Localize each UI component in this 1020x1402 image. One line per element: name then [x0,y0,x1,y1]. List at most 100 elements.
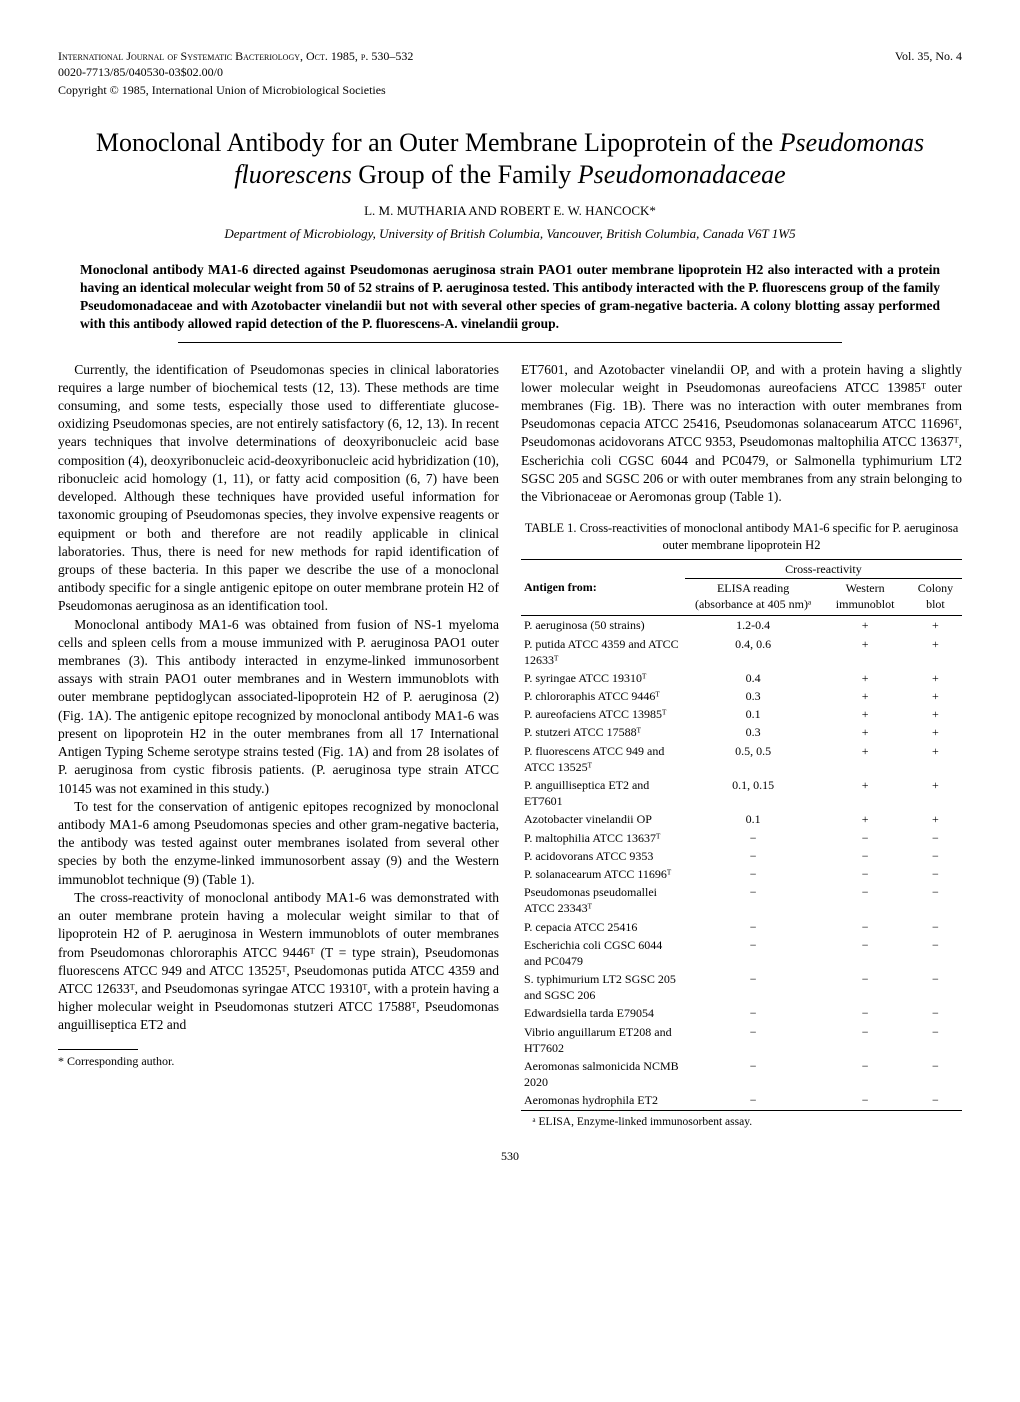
two-column-layout: Currently, the identification of Pseudom… [58,361,962,1131]
body-paragraph: The cross-reactivity of monoclonal antib… [58,889,499,1035]
table-cell-western: − [821,936,908,970]
table-cell-colony: − [909,970,962,1004]
body-paragraph: Monoclonal antibody MA1-6 was obtained f… [58,616,499,798]
table-cell-western: + [821,723,908,741]
journal-name: International Journal of Systematic Bact… [58,49,413,63]
table-cell-colony: + [909,669,962,687]
table-cell-western: − [821,829,908,847]
table-cell-colony: + [909,776,962,810]
page-header: International Journal of Systematic Bact… [58,48,962,80]
table-row: Aeromonas hydrophila ET2−−− [521,1091,962,1110]
table-cell-elisa: 0.3 [685,723,822,741]
table-cell-colony: − [909,829,962,847]
issn-line: 0020-7713/85/040530-03$02.00/0 [58,65,223,79]
table-cell-elisa: 0.1, 0.15 [685,776,822,810]
table-1-caption: TABLE 1. Cross-reactivities of monoclona… [521,520,962,553]
table-cell-colony: − [909,1023,962,1057]
title-prefix: Monoclonal Antibody for an Outer Membran… [96,128,780,157]
table-cell-elisa: − [685,1091,822,1110]
table-1: Antigen from: Cross-reactivity ELISA rea… [521,559,962,1111]
table-cell-western: + [821,669,908,687]
table-row: S. typhimurium LT2 SGSC 205 and SGSC 206… [521,970,962,1004]
table-cell-antigen: Vibrio anguillarum ET208 and HT7602 [521,1023,685,1057]
table-cell-western: + [821,616,908,635]
table-cell-antigen: P. stutzeri ATCC 17588ᵀ [521,723,685,741]
table-cell-colony: + [909,705,962,723]
table-cell-colony: − [909,936,962,970]
table-cell-elisa: 0.3 [685,687,822,705]
table-col-antigen: Antigen from: [521,559,685,616]
journal-line: International Journal of Systematic Bact… [58,48,413,80]
volume-issue: Vol. 35, No. 4 [895,48,962,80]
table-cell-western: − [821,970,908,1004]
table-col-western: Western immunoblot [821,578,908,615]
table-cell-western: + [821,776,908,810]
table-cell-colony: + [909,616,962,635]
table-cell-western: − [821,847,908,865]
footnote-rule [58,1049,138,1050]
table-cell-elisa: 0.4, 0.6 [685,635,822,669]
table-row: P. chlororaphis ATCC 9446ᵀ0.3++ [521,687,962,705]
abstract-rule [178,342,842,343]
table-cell-antigen: P. putida ATCC 4359 and ATCC 12633ᵀ [521,635,685,669]
table-row: P. syringae ATCC 19310ᵀ0.4++ [521,669,962,687]
body-paragraph: To test for the conservation of antigeni… [58,798,499,889]
table-cell-colony: + [909,635,962,669]
table-cell-western: − [821,1091,908,1110]
table-cell-antigen: P. syringae ATCC 19310ᵀ [521,669,685,687]
table-cell-western: + [821,705,908,723]
table-cell-colony: − [909,865,962,883]
table-row: P. anguilliseptica ET2 and ET76010.1, 0.… [521,776,962,810]
table-cell-elisa: 0.1 [685,705,822,723]
table-cell-antigen: Azotobacter vinelandii OP [521,810,685,828]
table-cell-antigen: Aeromonas hydrophila ET2 [521,1091,685,1110]
table-cell-antigen: P. aureofaciens ATCC 13985ᵀ [521,705,685,723]
table-cell-colony: + [909,723,962,741]
table-cell-western: + [821,635,908,669]
table-cell-antigen: P. anguilliseptica ET2 and ET7601 [521,776,685,810]
table-row: P. aureofaciens ATCC 13985ᵀ0.1++ [521,705,962,723]
table-cell-elisa: − [685,865,822,883]
table-cell-elisa: − [685,1023,822,1057]
table-cell-antigen: Pseudomonas pseudomallei ATCC 23343ᵀ [521,883,685,917]
abstract: Monoclonal antibody MA1-6 directed again… [80,261,940,334]
table-cell-western: − [821,1023,908,1057]
table-col-colony: Colony blot [909,578,962,615]
table-row: Vibrio anguillarum ET208 and HT7602−−− [521,1023,962,1057]
left-column: Currently, the identification of Pseudom… [58,361,499,1131]
table-cell-western: − [821,1057,908,1091]
table-cell-antigen: Escherichia coli CGSC 6044 and PC0479 [521,936,685,970]
table-cell-antigen: P. solanacearum ATCC 11696ᵀ [521,865,685,883]
table-row: P. stutzeri ATCC 17588ᵀ0.3++ [521,723,962,741]
title-italic-2: Pseudomonadaceae [578,160,786,189]
page-number: 530 [58,1148,962,1164]
table-cell-antigen: P. cepacia ATCC 25416 [521,918,685,936]
table-cell-antigen: P. fluorescens ATCC 949 and ATCC 13525ᵀ [521,742,685,776]
corresponding-author-footnote: * Corresponding author. [58,1053,499,1069]
table-row: Pseudomonas pseudomallei ATCC 23343ᵀ−−− [521,883,962,917]
table-cell-elisa: − [685,883,822,917]
table-cell-antigen: P. chlororaphis ATCC 9446ᵀ [521,687,685,705]
table-row: P. aeruginosa (50 strains)1.2-0.4++ [521,616,962,635]
table-row: P. maltophilia ATCC 13637ᵀ−−− [521,829,962,847]
table-cell-elisa: 0.5, 0.5 [685,742,822,776]
table-row: Edwardsiella tarda E79054−−− [521,1004,962,1022]
table-cell-elisa: − [685,1057,822,1091]
table-1-body: P. aeruginosa (50 strains)1.2-0.4++P. pu… [521,616,962,1110]
table-cell-western: + [821,687,908,705]
table-cell-colony: + [909,687,962,705]
table-cell-western: − [821,918,908,936]
authors: L. M. MUTHARIA AND ROBERT E. W. HANCOCK* [58,202,962,220]
body-paragraph: ET7601, and Azotobacter vinelandii OP, a… [521,361,962,507]
table-row: Aeromonas salmonicida NCMB 2020−−− [521,1057,962,1091]
table-cell-colony: + [909,742,962,776]
table-cell-western: + [821,742,908,776]
table-cell-antigen: Aeromonas salmonicida NCMB 2020 [521,1057,685,1091]
table-cell-elisa: − [685,1004,822,1022]
table-cell-colony: + [909,810,962,828]
table-col-elisa: ELISA reading (absorbance at 405 nm)ᵃ [685,578,822,615]
table-cell-antigen: P. aeruginosa (50 strains) [521,616,685,635]
right-column: ET7601, and Azotobacter vinelandii OP, a… [521,361,962,1131]
affiliation: Department of Microbiology, University o… [58,225,962,243]
article-title: Monoclonal Antibody for an Outer Membran… [58,127,962,192]
